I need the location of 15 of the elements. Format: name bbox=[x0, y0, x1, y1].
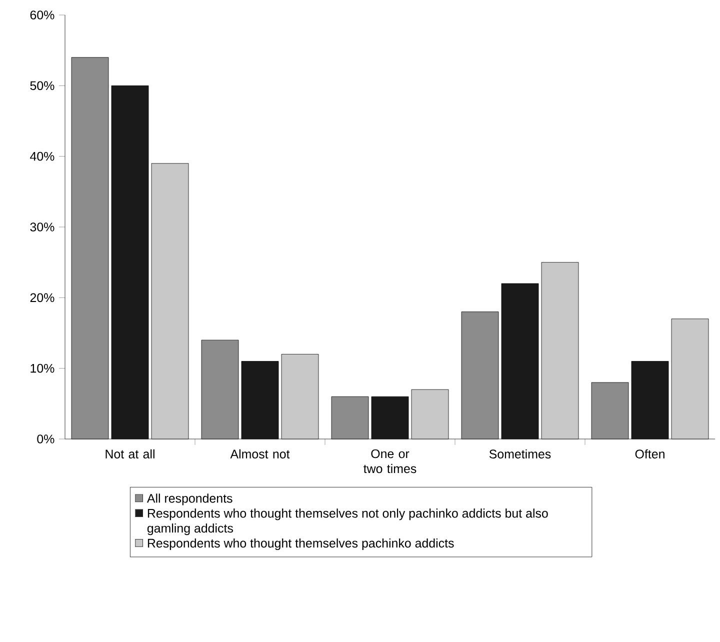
y-tick-label: 30% bbox=[30, 222, 54, 232]
x-tick-label: Almost not bbox=[230, 449, 290, 458]
x-tick-label: One or two times bbox=[364, 449, 416, 474]
y-tick-label: 60% bbox=[30, 10, 54, 20]
y-tick-label: 0% bbox=[37, 434, 54, 444]
y-tick-label: 20% bbox=[30, 293, 54, 302]
y-tick-label: 50% bbox=[30, 81, 54, 90]
legend-label: Respondents who thought themselves not only pachinko addicts but also gamling addicts bbox=[147, 508, 548, 536]
legend-label: All respondents bbox=[146, 494, 232, 506]
x-tick-label: Often bbox=[635, 449, 664, 458]
legend-label: Respondents who thought themselves pachinko addicts bbox=[148, 538, 454, 550]
x-tick-label: Sometimes bbox=[489, 449, 551, 458]
x-tick-label: Not at all bbox=[106, 449, 154, 458]
y-tick-label: 10% bbox=[30, 364, 54, 373]
y-tick-label: 40% bbox=[30, 152, 54, 161]
